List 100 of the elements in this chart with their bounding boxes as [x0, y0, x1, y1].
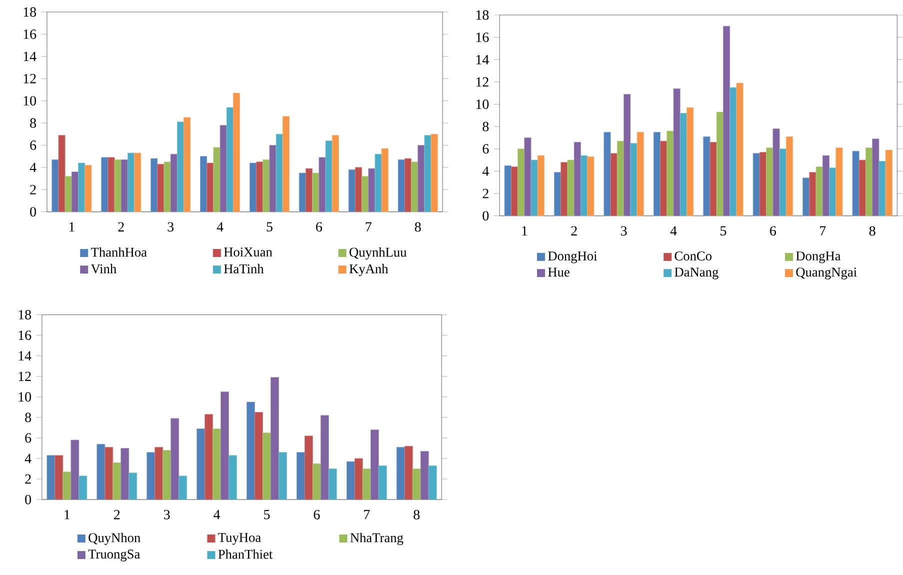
- bar: [878, 160, 886, 216]
- bar: [278, 452, 287, 500]
- bar: [176, 121, 184, 212]
- bar: [228, 454, 237, 500]
- bar: [567, 160, 574, 216]
- bar: [530, 160, 538, 216]
- bar: [636, 132, 644, 216]
- bar: [504, 165, 512, 216]
- bar: [604, 132, 611, 216]
- bar: [858, 160, 866, 216]
- bar: [686, 107, 694, 216]
- bar: [418, 144, 425, 212]
- bar: [162, 450, 172, 500]
- bar: [510, 166, 518, 216]
- bar: [381, 148, 388, 212]
- y-tick-label: 16: [24, 29, 36, 39]
- bar: [58, 134, 66, 212]
- y-tick-label: 2: [30, 184, 36, 194]
- bar: [703, 136, 710, 216]
- bar: [430, 134, 438, 212]
- bar: [108, 156, 115, 212]
- bar: [630, 142, 638, 216]
- bar: [673, 88, 680, 216]
- bar: [346, 461, 355, 500]
- legend-label: Hue: [548, 267, 570, 276]
- bar: [772, 128, 780, 216]
- bar: [256, 161, 264, 212]
- bar: [304, 435, 313, 500]
- x-tick-label: 8: [414, 510, 420, 520]
- x-tick-label: 6: [314, 510, 320, 520]
- bar: [368, 168, 376, 212]
- legend-label: TuyHoa: [218, 532, 261, 545]
- bar: [328, 468, 337, 500]
- x-tick-label: 4: [670, 226, 677, 236]
- bar: [78, 476, 88, 500]
- x-tick-label: 5: [266, 222, 272, 232]
- x-tick-label: 6: [770, 226, 776, 236]
- bar: [660, 140, 668, 216]
- bar: [723, 26, 730, 216]
- bar: [52, 159, 59, 212]
- x-tick-label: 2: [118, 222, 124, 232]
- bar: [802, 177, 810, 216]
- y-tick-label: 12: [18, 371, 31, 381]
- legend-label: QuynhLuu: [350, 247, 407, 260]
- bar: [524, 137, 532, 216]
- y-tick-label: 0: [30, 206, 36, 216]
- bar: [250, 162, 257, 212]
- bar: [262, 159, 270, 212]
- bar: [829, 167, 836, 216]
- bar: [816, 166, 823, 216]
- bar: [759, 152, 767, 216]
- bar: [269, 144, 276, 212]
- bar: [62, 471, 72, 500]
- bar: [320, 414, 329, 500]
- bar: [206, 162, 214, 212]
- bar: [580, 155, 588, 216]
- bar: [809, 172, 816, 216]
- bar: [362, 176, 369, 212]
- bar: [220, 391, 229, 500]
- bar: [325, 140, 332, 212]
- y-tick-label: 8: [482, 122, 489, 132]
- bar: [716, 112, 724, 216]
- bar: [348, 169, 356, 212]
- legend-label: KyAnh: [349, 264, 388, 276]
- y-tick-label: 0: [25, 494, 32, 504]
- bar: [362, 468, 371, 500]
- legend-label: QuangNgai: [796, 267, 857, 280]
- y-tick-label: 8: [30, 118, 36, 128]
- y-tick-label: 0: [482, 210, 489, 220]
- x-tick-label: 7: [820, 226, 826, 236]
- bar: [370, 429, 379, 500]
- y-tick-label: 16: [18, 330, 32, 340]
- bar: [212, 428, 222, 500]
- y-tick-label: 14: [18, 350, 32, 360]
- bar: [298, 172, 306, 212]
- x-tick-label: 1: [522, 226, 528, 236]
- x-tick-label: 2: [114, 510, 120, 519]
- bar: [114, 159, 122, 212]
- bar: [822, 155, 830, 216]
- bar: [574, 142, 581, 216]
- bar: [616, 140, 624, 216]
- bar: [233, 92, 240, 212]
- y-tick-label: 10: [18, 392, 32, 402]
- bar: [786, 136, 794, 216]
- legend-label: DongHa: [796, 251, 841, 263]
- bar: [213, 146, 220, 212]
- bar: [104, 446, 114, 500]
- bar: [220, 124, 227, 212]
- bar: [412, 468, 421, 500]
- y-tick-label: 10: [24, 96, 36, 106]
- legend-label: DongHoi: [548, 251, 598, 263]
- bar: [587, 156, 594, 216]
- bar: [736, 82, 744, 216]
- bar: [196, 428, 206, 500]
- bar: [836, 147, 843, 216]
- bar: [306, 168, 313, 212]
- bar: [779, 148, 786, 216]
- bar: [204, 414, 214, 500]
- x-tick-label: 7: [366, 222, 372, 232]
- bar: [128, 472, 138, 500]
